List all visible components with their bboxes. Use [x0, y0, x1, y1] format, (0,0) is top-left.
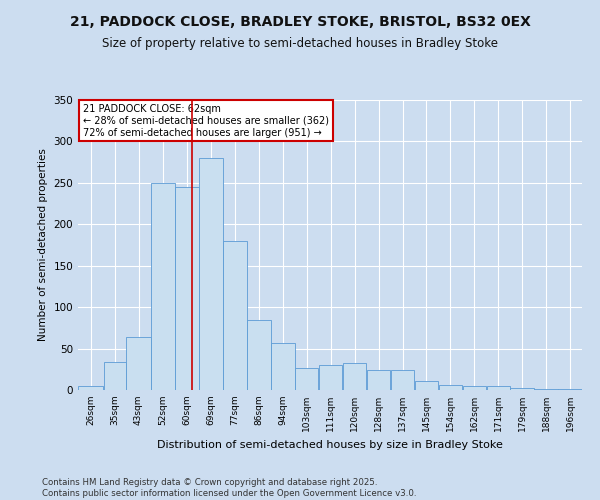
Text: Contains HM Land Registry data © Crown copyright and database right 2025.
Contai: Contains HM Land Registry data © Crown c… — [42, 478, 416, 498]
Bar — [78, 386, 103, 390]
Y-axis label: Number of semi-detached properties: Number of semi-detached properties — [38, 148, 48, 342]
Bar — [391, 370, 414, 390]
Bar — [487, 386, 510, 390]
Bar — [535, 389, 558, 390]
Text: Size of property relative to semi-detached houses in Bradley Stoke: Size of property relative to semi-detach… — [102, 38, 498, 51]
Bar — [271, 343, 295, 390]
Bar — [126, 337, 151, 390]
Bar — [511, 388, 534, 390]
Text: 21, PADDOCK CLOSE, BRADLEY STOKE, BRISTOL, BS32 0EX: 21, PADDOCK CLOSE, BRADLEY STOKE, BRISTO… — [70, 15, 530, 29]
Bar — [463, 386, 486, 390]
Bar — [151, 183, 175, 390]
Text: 21 PADDOCK CLOSE: 62sqm
← 28% of semi-detached houses are smaller (362)
72% of s: 21 PADDOCK CLOSE: 62sqm ← 28% of semi-de… — [83, 104, 329, 138]
Bar — [247, 320, 271, 390]
Bar — [367, 370, 390, 390]
Bar — [439, 385, 462, 390]
Bar — [319, 365, 343, 390]
Bar — [415, 381, 438, 390]
Bar — [343, 362, 367, 390]
Bar — [223, 241, 247, 390]
X-axis label: Distribution of semi-detached houses by size in Bradley Stoke: Distribution of semi-detached houses by … — [157, 440, 503, 450]
Bar — [559, 389, 582, 390]
Bar — [104, 362, 125, 390]
Bar — [175, 187, 199, 390]
Bar — [199, 158, 223, 390]
Bar — [295, 368, 319, 390]
